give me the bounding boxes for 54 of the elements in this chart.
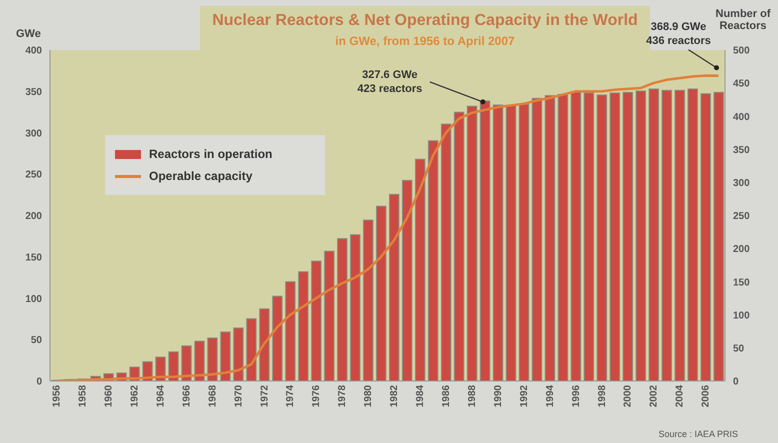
- y-tick-label: 50: [30, 335, 42, 346]
- y-axis-title: GWe: [16, 28, 41, 40]
- y-tick-label: 200: [25, 211, 42, 222]
- x-tick-label: 2002: [648, 384, 660, 408]
- y2-tick-label: 350: [733, 144, 750, 156]
- x-tick-label: 2006: [700, 384, 712, 408]
- x-tick-label: 1994: [544, 384, 556, 408]
- x-tick-label: 1962: [129, 384, 140, 408]
- y2-axis-title: Number of Reactors: [714, 8, 772, 32]
- x-tick-label: 1976: [311, 384, 322, 408]
- y2-tick-label: 300: [733, 178, 750, 189]
- y2-tick-label: 50: [733, 343, 745, 354]
- y2-tick-label: 0: [733, 376, 739, 388]
- x-tick-label: 1966: [181, 384, 192, 408]
- x-tick-label: 1982: [389, 384, 400, 408]
- y-tick-label: 350: [25, 86, 42, 98]
- x-tick-label: 1956: [52, 384, 63, 408]
- legend-label: Operable capacity: [149, 168, 252, 185]
- legend-label: Reactors in operation: [149, 146, 272, 163]
- y2-tick-label: 500: [733, 46, 750, 57]
- y2-tick-label: 400: [733, 112, 750, 123]
- y-tick-label: 100: [25, 294, 42, 305]
- x-tick-label: 1972: [259, 384, 270, 408]
- x-tick-label: 1974: [285, 384, 296, 408]
- y2-tick-label: 200: [733, 244, 750, 256]
- x-tick-label: 1988: [466, 384, 478, 408]
- x-tick-label: 1958: [78, 384, 89, 408]
- x-tick-label: 2000: [622, 384, 634, 408]
- chart-title: Nuclear Reactors & Net Operating Capacity in the World: [211, 12, 639, 30]
- y2-tick-label: 450: [733, 78, 750, 90]
- x-tick-label: 1980: [363, 384, 374, 408]
- y2-tick-label: 250: [733, 211, 750, 222]
- x-tick-label: 1986: [441, 384, 452, 408]
- x-tick-label: 1964: [155, 384, 166, 408]
- x-tick-label: 1960: [104, 384, 115, 408]
- y2-tick-label: 150: [733, 277, 750, 288]
- x-tick-label: 1970: [233, 384, 244, 408]
- x-tick-label: 1992: [518, 384, 530, 408]
- y-tick-label: 150: [25, 252, 42, 264]
- x-tick-label: 1998: [596, 384, 608, 408]
- y2-tick-label: 100: [733, 310, 750, 322]
- y-tick-label: 0: [36, 376, 42, 388]
- x-tick-label: 1996: [570, 384, 582, 408]
- x-tick-label: 1968: [207, 384, 218, 408]
- y-tick-label: 300: [25, 128, 42, 140]
- y-tick-label: 400: [25, 46, 42, 57]
- chart-subtitle: in GWe, from 1956 to April 2007: [335, 34, 515, 48]
- source-note: Source : IAEA PRIS: [658, 429, 738, 439]
- annotation: 327.6 GWe 423 reactors: [356, 68, 424, 96]
- x-tick-label: 1990: [492, 384, 504, 408]
- y-tick-label: 250: [25, 170, 42, 181]
- x-tick-label: 1978: [337, 384, 348, 408]
- x-tick-label: 1984: [415, 384, 426, 408]
- x-tick-label: 2004: [674, 384, 686, 408]
